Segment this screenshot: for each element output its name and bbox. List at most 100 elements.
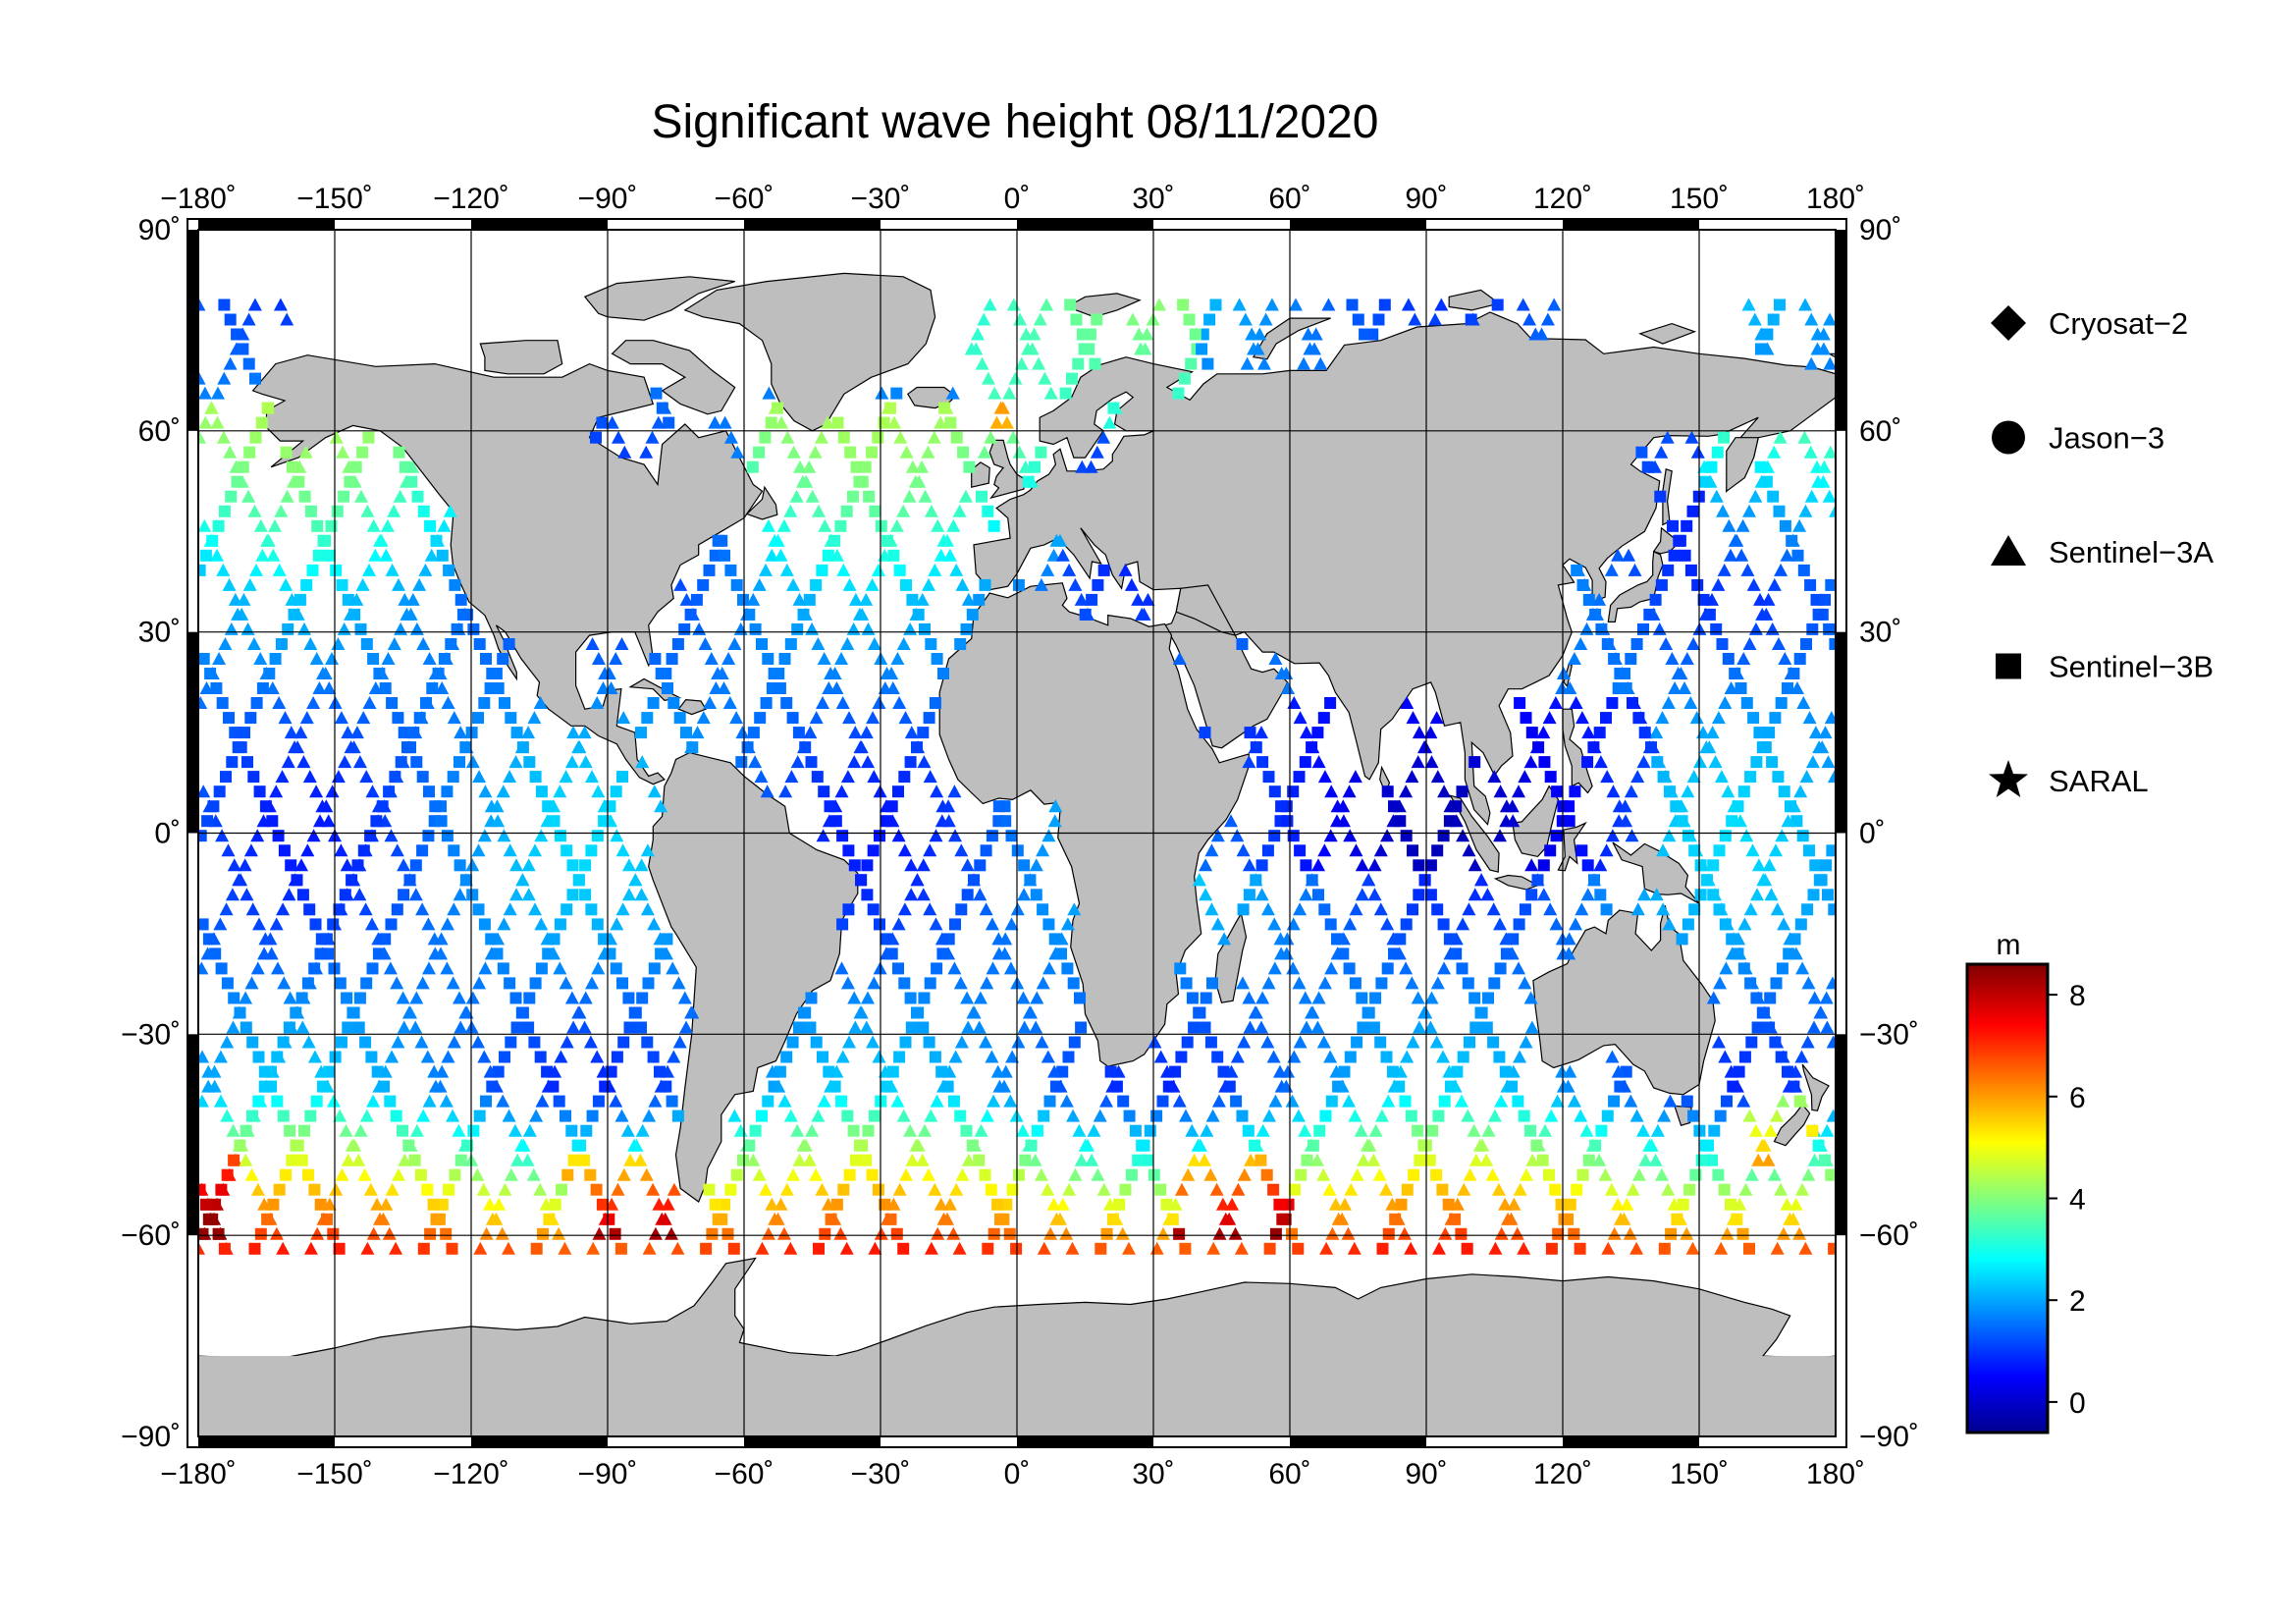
sentinel-3a-point: [1805, 755, 1820, 769]
sentinel-3b-point: [414, 1168, 427, 1181]
sentinel-3b-point: [1206, 977, 1218, 990]
sentinel-3a-point: [1767, 445, 1782, 459]
sentinel-3a-point: [1437, 784, 1452, 798]
sentinel-3b-point: [1424, 859, 1437, 872]
sentinel-3a-point: [1355, 888, 1369, 901]
sentinel-3a-point: [667, 1050, 681, 1063]
sentinel-3b-point: [912, 608, 925, 621]
sentinel-3a-point: [1323, 1050, 1338, 1063]
sentinel-3a-point: [533, 696, 548, 709]
sentinel-3b-point: [899, 1036, 912, 1049]
sentinel-3a-point: [880, 667, 894, 679]
sentinel-3a-point: [1650, 1123, 1665, 1137]
sentinel-3a-point: [1347, 1241, 1362, 1255]
sentinel-3b-point: [239, 727, 250, 739]
sentinel-3b-point: [1581, 859, 1594, 872]
sentinel-3b-point: [294, 593, 306, 606]
sentinel-3b-point: [231, 475, 243, 488]
sentinel-3a-point: [1430, 770, 1445, 784]
sentinel-3a-point: [839, 1241, 854, 1255]
sentinel-3a-point: [210, 415, 225, 429]
sentinel-3a-point: [1251, 342, 1265, 355]
sentinel-3b-point: [244, 712, 257, 725]
sentinel-3b-point: [417, 1242, 430, 1255]
sentinel-3b-point: [454, 1154, 467, 1166]
sentinel-3b-point: [215, 1183, 228, 1196]
sentinel-3a-point: [1240, 356, 1255, 370]
sentinel-3a-point: [961, 1020, 976, 1034]
sentinel-3b-point: [277, 1036, 290, 1049]
sentinel-3a-point: [1711, 577, 1726, 591]
sentinel-3a-point: [1397, 1226, 1412, 1240]
sentinel-3a-point: [1580, 888, 1595, 901]
sentinel-3b-point: [249, 372, 261, 385]
sentinel-3b-point: [1600, 903, 1613, 916]
sentinel-3b-point: [1443, 933, 1456, 946]
sentinel-3b-point: [737, 1154, 749, 1166]
sentinel-3b-point: [1563, 815, 1575, 828]
sentinel-3a-point: [1084, 460, 1098, 473]
sentinel-3a-point: [634, 858, 649, 872]
sentinel-3b-point: [1543, 1168, 1555, 1181]
sentinel-3b-point: [1665, 1227, 1678, 1240]
sentinel-3b-point: [390, 1109, 402, 1122]
frame-segment: [1563, 219, 1699, 230]
sentinel-3a-point: [811, 1109, 826, 1122]
sentinel-3b-point: [1713, 844, 1726, 857]
sentinel-3a-point: [303, 1241, 318, 1255]
sentinel-3a-point: [809, 1167, 824, 1181]
sentinel-3a-point: [220, 1035, 235, 1049]
sentinel-3b-point: [447, 771, 459, 784]
sentinel-3a-point: [1191, 1138, 1205, 1152]
sentinel-3a-point: [840, 637, 855, 650]
sentinel-3b-point: [586, 1109, 599, 1122]
sentinel-3b-point: [1562, 1213, 1574, 1225]
sentinel-3a-point: [1309, 1153, 1324, 1166]
square-icon: [1996, 653, 2021, 679]
sentinel-3a-point: [498, 1182, 512, 1196]
sentinel-3a-point: [930, 1094, 944, 1108]
sentinel-3a-point: [393, 489, 407, 503]
sentinel-3b-point: [937, 668, 949, 679]
sentinel-3a-point: [868, 1241, 882, 1255]
sentinel-3a-point: [735, 726, 750, 739]
sentinel-3b-point: [735, 756, 748, 769]
sentinel-3b-point: [1199, 727, 1211, 739]
sentinel-3a-point: [566, 726, 581, 739]
sentinel-3a-point: [483, 1197, 497, 1211]
sentinel-3b-point: [1719, 830, 1732, 842]
sentinel-3b-point: [1731, 1213, 1743, 1225]
sentinel-3a-point: [226, 1123, 240, 1137]
sentinel-3a-point: [835, 1050, 850, 1063]
sentinel-3b-point: [542, 800, 555, 813]
sentinel-3a-point: [201, 1079, 216, 1093]
sentinel-3b-point: [979, 578, 991, 591]
sentinel-3b-point: [249, 431, 262, 444]
sentinel-3a-point: [269, 917, 284, 931]
sentinel-3b-point: [333, 1242, 346, 1255]
sentinel-3a-point: [1306, 740, 1320, 754]
sentinel-3a-point: [1010, 902, 1025, 916]
frame-segment: [1836, 631, 1846, 834]
sentinel-3a-point: [1237, 1167, 1252, 1181]
sentinel-3a-point: [1512, 961, 1525, 975]
sentinel-3a-point: [635, 1123, 650, 1137]
sentinel-3a-point: [1517, 1241, 1531, 1255]
sentinel-3a-point: [420, 1050, 435, 1063]
sentinel-3b-point: [515, 1006, 528, 1019]
sentinel-3a-point: [1005, 1050, 1020, 1063]
sentinel-3a-point: [1827, 770, 1836, 784]
sentinel-3a-point: [1524, 858, 1539, 872]
sentinel-3a-point: [293, 460, 307, 473]
sentinel-3a-point: [833, 1226, 848, 1240]
sentinel-3b-point: [1524, 1124, 1536, 1137]
sentinel-3a-point: [1273, 932, 1288, 946]
colorbar-tick-label: 4: [2069, 1184, 2086, 1217]
sentinel-3b-point: [234, 1139, 246, 1152]
sentinel-3a-point: [1032, 356, 1046, 370]
sentinel-3a-point: [1324, 784, 1339, 798]
sentinel-3b-point: [386, 697, 399, 709]
sentinel-3b-point: [1260, 1168, 1273, 1181]
sentinel-3a-point: [765, 548, 779, 562]
sentinel-3a-point: [470, 1167, 485, 1181]
